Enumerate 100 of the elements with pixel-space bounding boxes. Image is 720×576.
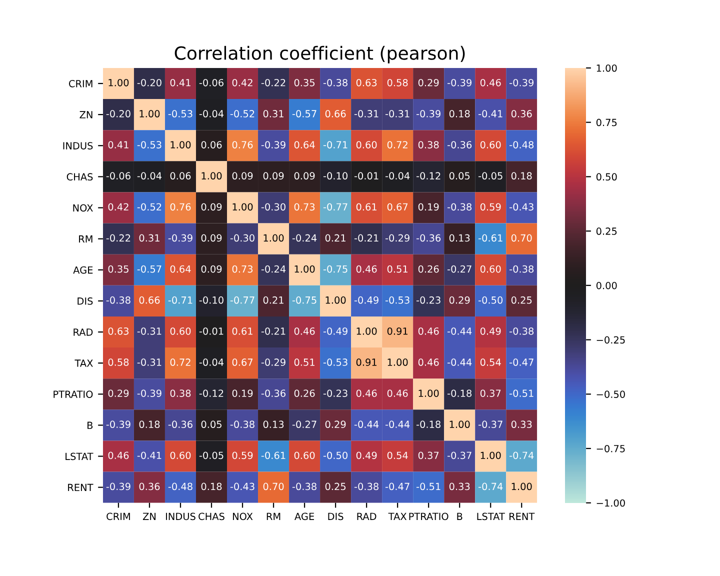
x-tick-label: ZN bbox=[142, 512, 156, 520]
data-label: 0.09 bbox=[263, 172, 284, 180]
data-label: -0.06 bbox=[199, 78, 224, 86]
x-tick-label: CHAS bbox=[198, 512, 224, 520]
y-tick-label: AGE bbox=[73, 266, 93, 274]
data-label: -0.21 bbox=[261, 327, 286, 335]
data-label: -0.36 bbox=[416, 234, 441, 242]
data-label: 1.00 bbox=[294, 265, 315, 273]
data-label: 0.42 bbox=[108, 203, 128, 211]
data-label: -0.53 bbox=[168, 110, 192, 118]
data-label: -0.50 bbox=[478, 296, 503, 304]
data-label: -0.51 bbox=[510, 390, 534, 397]
data-label: -0.05 bbox=[478, 172, 502, 180]
data-label: 0.61 bbox=[356, 203, 376, 211]
data-label: 0.46 bbox=[418, 358, 439, 366]
data-label: 0.35 bbox=[294, 78, 315, 86]
data-label: 0.13 bbox=[263, 420, 284, 428]
y-tick-label: INDUS bbox=[63, 142, 93, 150]
data-label: -0.57 bbox=[137, 265, 162, 273]
data-label: -0.38 bbox=[106, 296, 130, 304]
data-label: -0.48 bbox=[168, 482, 192, 490]
data-label: -0.36 bbox=[261, 390, 286, 397]
data-label: 0.66 bbox=[325, 110, 346, 118]
data-label: 0.76 bbox=[170, 203, 191, 211]
data-label: 0.51 bbox=[294, 358, 314, 366]
data-label: 0.60 bbox=[170, 327, 191, 335]
data-label: -0.22 bbox=[106, 234, 130, 242]
data-label: 0.31 bbox=[263, 110, 284, 118]
data-label: -0.38 bbox=[510, 327, 534, 335]
data-label: -0.61 bbox=[261, 452, 286, 460]
data-label: -0.27 bbox=[292, 420, 316, 428]
data-label: 0.09 bbox=[201, 265, 222, 273]
data-label: 0.18 bbox=[139, 420, 160, 428]
data-label: -0.77 bbox=[323, 203, 348, 211]
data-label: -0.43 bbox=[510, 203, 534, 211]
x-tick-label: RENT bbox=[510, 512, 535, 520]
data-label: -0.61 bbox=[478, 234, 502, 242]
data-label: -0.53 bbox=[137, 141, 162, 148]
data-label: -0.39 bbox=[261, 141, 286, 148]
data-label: 0.37 bbox=[418, 452, 439, 460]
data-label: -0.10 bbox=[323, 172, 348, 180]
data-label: 0.18 bbox=[449, 110, 470, 118]
data-label: 0.09 bbox=[294, 172, 315, 180]
x-tick-label: NOX bbox=[232, 512, 253, 520]
x-tick-label: INDUS bbox=[166, 512, 196, 520]
data-label: 0.66 bbox=[139, 296, 160, 304]
data-label: 0.63 bbox=[356, 78, 377, 86]
data-label: 0.25 bbox=[325, 482, 346, 490]
color-bar-label: 1.00 bbox=[596, 64, 617, 72]
data-label: 1.00 bbox=[388, 358, 408, 366]
data-label: 0.70 bbox=[263, 482, 284, 490]
y-tick-label: RAD bbox=[74, 328, 93, 336]
y-tick-label: RENT bbox=[68, 484, 94, 492]
data-label: -0.22 bbox=[261, 78, 286, 86]
data-label: -0.05 bbox=[199, 452, 224, 460]
data-label: 0.49 bbox=[480, 327, 501, 335]
data-label: -0.10 bbox=[199, 296, 224, 304]
color-bar-label: 0.00 bbox=[596, 282, 617, 290]
data-label: -0.01 bbox=[199, 327, 224, 335]
data-label: 0.64 bbox=[170, 265, 191, 273]
data-label: -0.04 bbox=[385, 172, 410, 180]
y-tick-label: TAX bbox=[74, 360, 93, 367]
data-label: 0.09 bbox=[201, 203, 222, 211]
data-label: 0.19 bbox=[232, 390, 253, 397]
data-label: 0.60 bbox=[294, 452, 315, 460]
data-label: -0.30 bbox=[261, 203, 286, 211]
data-label: -0.23 bbox=[416, 296, 440, 304]
data-label: 1.00 bbox=[140, 110, 160, 118]
color-bar-label: −0.25 bbox=[596, 336, 625, 344]
data-label: -0.31 bbox=[385, 110, 410, 118]
data-label: 0.63 bbox=[108, 327, 129, 335]
y-tick-label: LSTAT bbox=[66, 452, 94, 460]
data-label: -0.36 bbox=[168, 420, 192, 428]
data-label: -0.38 bbox=[354, 482, 378, 490]
data-label: 0.60 bbox=[480, 265, 501, 273]
data-label: 0.33 bbox=[511, 420, 532, 428]
data-label: 0.46 bbox=[480, 78, 501, 86]
data-label: -0.29 bbox=[261, 358, 286, 366]
x-tick-label: AGE bbox=[294, 512, 314, 520]
data-label: 1.00 bbox=[512, 482, 532, 490]
data-label: 1.00 bbox=[264, 234, 284, 242]
data-label: 0.38 bbox=[170, 390, 191, 397]
data-label: 0.91 bbox=[387, 327, 408, 335]
data-label: 0.54 bbox=[387, 452, 408, 460]
data-label: 0.21 bbox=[263, 296, 284, 304]
data-label: -0.24 bbox=[292, 234, 317, 242]
data-label: -0.31 bbox=[137, 327, 162, 335]
data-label: -0.75 bbox=[292, 296, 316, 304]
color-bar-label: 0.25 bbox=[596, 228, 617, 235]
data-label: 0.46 bbox=[108, 452, 129, 460]
x-tick-label: CRIM bbox=[106, 512, 130, 520]
data-label: 1.00 bbox=[232, 203, 253, 211]
data-label: 1.00 bbox=[356, 327, 377, 335]
data-label: 0.37 bbox=[480, 390, 501, 397]
data-label: -0.51 bbox=[416, 482, 440, 490]
data-label: 1.00 bbox=[450, 420, 470, 428]
data-label: -0.47 bbox=[510, 358, 534, 366]
data-label: 0.64 bbox=[294, 141, 315, 148]
data-label: 0.70 bbox=[511, 234, 532, 242]
data-label: -0.44 bbox=[385, 420, 410, 428]
